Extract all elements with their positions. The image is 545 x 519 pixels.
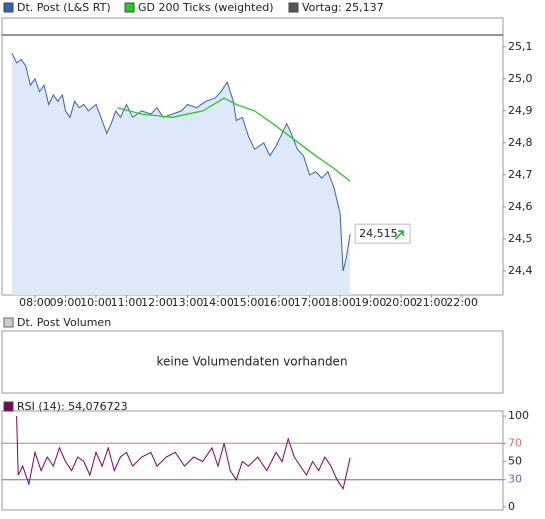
- area: [12, 53, 351, 296]
- y-tick-label: 25,0: [508, 72, 533, 85]
- y-tick-label: 24,7: [508, 168, 533, 181]
- volume-message: keine Volumendaten vorhanden: [156, 355, 347, 369]
- line: [16, 415, 351, 491]
- y-tick-label: 100: [508, 409, 529, 422]
- x-tick-label: 20:00: [385, 296, 417, 309]
- x-tick-label: 16:00: [263, 296, 295, 309]
- legend-label: GD 200 Ticks (weighted): [138, 1, 274, 14]
- x-tick-label: 10:00: [80, 296, 112, 309]
- legend-swatch: [124, 2, 135, 13]
- x-tick-label: 13:00: [172, 296, 204, 309]
- rsi-panel: [1, 410, 504, 511]
- x-tick-label: 09:00: [50, 296, 82, 309]
- rsi-title: RSI (14): 54,076723: [17, 400, 128, 413]
- up-arrow: [394, 230, 404, 240]
- x-tick-label: 12:00: [141, 296, 173, 309]
- legend-swatch: [3, 317, 14, 328]
- y-tick-label: 70: [508, 436, 522, 449]
- x-tick-label: 15:00: [233, 296, 265, 309]
- y-tick-label: 24,5: [508, 232, 533, 245]
- legend-swatch: [3, 401, 14, 412]
- legend-label: Vortag: 25,137: [302, 1, 384, 14]
- volume-panel: [1, 330, 504, 394]
- price-label: 24,515: [359, 227, 398, 240]
- y-tick-label: 24,9: [508, 104, 533, 117]
- y-tick-label: 24,6: [508, 200, 533, 213]
- y-tick-label: 24,8: [508, 136, 533, 149]
- x-tick-label: 17:00: [294, 296, 326, 309]
- y-tick-label: 24,4: [508, 264, 533, 277]
- x-tick-label: 18:00: [324, 296, 356, 309]
- y-tick-label: 0: [508, 500, 515, 513]
- y-tick-label: 50: [508, 455, 522, 468]
- legend-swatch: [3, 2, 14, 13]
- x-tick-label: 19:00: [355, 296, 387, 309]
- y-tick-label: 25,1: [508, 40, 533, 53]
- x-tick-label: 08:00: [19, 296, 51, 309]
- x-tick-label: 14:00: [202, 296, 234, 309]
- x-tick-label: 11:00: [111, 296, 143, 309]
- legend-label: Dt. Post (L&S RT): [17, 1, 111, 14]
- x-tick-label: 22:00: [446, 296, 478, 309]
- legend-swatch: [288, 2, 299, 13]
- volume-title: Dt. Post Volumen: [17, 316, 111, 329]
- line: [117, 97, 351, 182]
- x-tick-label: 21:00: [416, 296, 448, 309]
- y-tick-label: 30: [508, 473, 522, 486]
- line: [11, 52, 351, 272]
